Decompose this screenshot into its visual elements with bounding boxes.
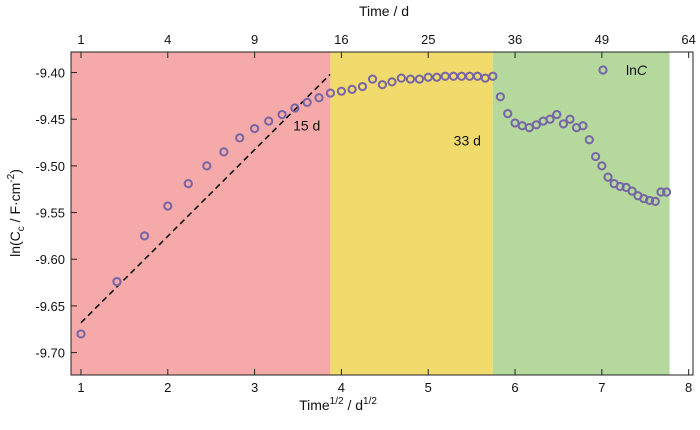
top-axis-title: Time / d	[359, 3, 409, 19]
data-point	[644, 195, 655, 206]
legend: lnC	[598, 62, 648, 78]
top-tick-label: 1	[77, 32, 84, 47]
data-point	[264, 116, 274, 126]
y-tick-label: -9.70	[35, 346, 65, 361]
data-point	[578, 121, 588, 131]
data-point	[603, 172, 613, 182]
fit-line	[80, 73, 331, 324]
annotation-label: 33 d	[454, 132, 481, 148]
data-point	[202, 161, 212, 171]
y-axis-title: ln(Cc / F·cm-2)	[6, 169, 27, 257]
data-point	[552, 109, 562, 120]
y-tick-label: -9.45	[35, 112, 65, 127]
x-tick-label: 1	[77, 380, 84, 395]
y-tick-label: -9.60	[35, 252, 65, 267]
data-point	[314, 93, 324, 103]
data-point	[591, 151, 601, 162]
fit-line-group	[80, 73, 331, 324]
plot-frame	[70, 51, 694, 376]
data-point	[615, 181, 625, 192]
data-point	[495, 92, 505, 102]
x-tick-label: 4	[338, 380, 345, 395]
data-point	[183, 179, 193, 189]
data-point	[662, 187, 672, 197]
top-tick-label: 49	[595, 32, 609, 47]
data-point	[277, 109, 287, 120]
data-point	[302, 97, 312, 108]
x-tick-label: 8	[685, 380, 692, 395]
data-point	[219, 147, 229, 157]
x-tick-label: 7	[598, 380, 605, 395]
data-point	[235, 133, 245, 143]
annotation-label: 15 d	[293, 117, 320, 133]
data-point	[387, 77, 397, 87]
y-tick-label: -9.65	[35, 299, 65, 314]
top-tick-label: 4	[164, 32, 171, 47]
top-tick-label: 25	[421, 32, 435, 47]
data-point	[488, 71, 498, 81]
data-point	[396, 73, 406, 83]
data-point	[367, 74, 378, 84]
top-tick-label: 16	[334, 32, 348, 47]
data-point	[414, 74, 425, 84]
region-0	[71, 52, 331, 375]
data-point	[432, 72, 442, 82]
data-point	[336, 86, 347, 96]
data-point	[163, 201, 173, 211]
top-tick-label: 36	[508, 32, 522, 47]
data-point	[139, 231, 150, 241]
data-point	[627, 186, 637, 196]
annotations: 15 d 33 d	[293, 117, 481, 148]
x-tick-label: 3	[251, 380, 258, 395]
data-point	[531, 120, 541, 130]
data-points	[76, 71, 672, 339]
data-point	[290, 103, 300, 113]
region-2	[492, 52, 670, 375]
data-point	[503, 109, 513, 119]
y-tick-label: -9.50	[35, 159, 65, 174]
legend-label: lnC	[626, 62, 648, 78]
axis-ticks: 1 2 3 4 5 6 7 81 4 9 16 25 36 49 64-9.40-9.45-9.50-9.5…	[35, 32, 696, 395]
data-point	[650, 196, 660, 206]
data-point	[584, 135, 594, 145]
data-point	[76, 329, 86, 339]
data-point	[357, 81, 368, 92]
data-point	[347, 84, 357, 94]
top-tick-label: 64	[681, 32, 695, 47]
data-point	[558, 119, 569, 129]
region-1	[330, 52, 493, 375]
y-tick-label: -9.40	[35, 66, 65, 81]
phase-regions	[71, 52, 670, 375]
data-point	[423, 72, 433, 82]
data-point	[325, 88, 335, 98]
data-point	[112, 277, 122, 287]
x-tick-label: 5	[425, 380, 432, 395]
data-point	[656, 187, 666, 197]
y-tick-label: -9.55	[35, 206, 65, 221]
x-axis-title: Time1/2 / d1/2	[299, 396, 377, 413]
data-point	[545, 114, 555, 124]
data-point	[597, 161, 607, 171]
x-tick-label: 6	[511, 380, 518, 395]
data-point	[377, 80, 388, 90]
legend-marker	[598, 65, 608, 75]
top-tick-label: 9	[251, 32, 258, 47]
data-point	[565, 114, 575, 124]
x-tick-label: 2	[164, 380, 171, 395]
data-point	[250, 123, 260, 134]
data-point	[405, 74, 416, 84]
data-point	[440, 71, 450, 81]
